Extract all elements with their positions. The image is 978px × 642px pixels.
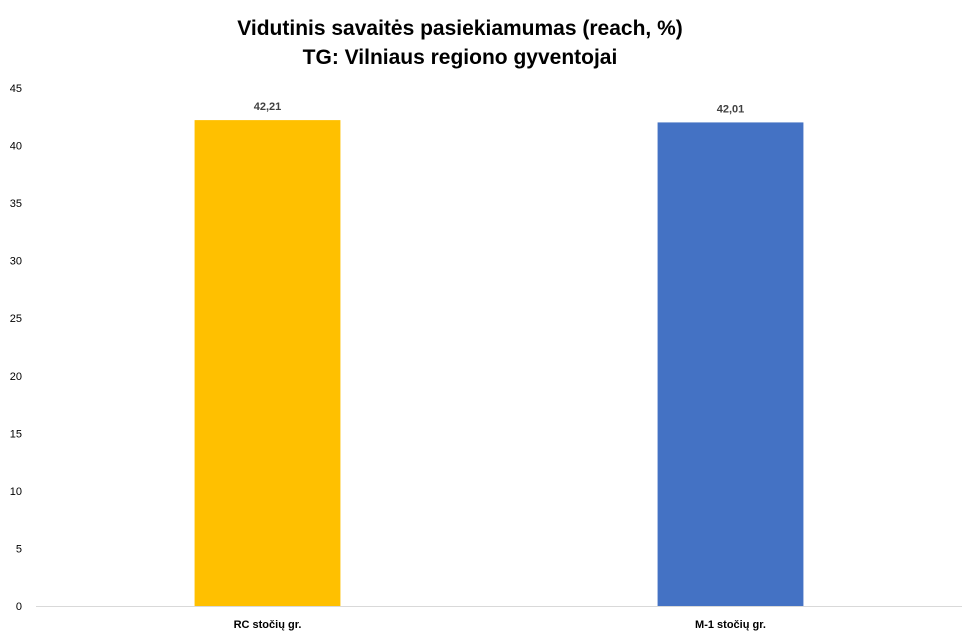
bar xyxy=(194,120,341,606)
y-tick-label: 45 xyxy=(10,83,22,95)
chart-title: Vidutinis savaitės pasiekiamumas (reach,… xyxy=(237,17,683,40)
plot-area: 42,21 42,01 xyxy=(194,101,804,607)
chart-title-block: Vidutinis savaitės pasiekiamumas (reach,… xyxy=(0,14,920,72)
y-tick-label: 5 xyxy=(16,543,22,555)
y-tick-label: 20 xyxy=(10,371,22,383)
y-axis: 0 5 10 15 20 25 30 35 40 45 xyxy=(10,83,22,613)
data-label: 42,01 xyxy=(717,103,745,115)
y-tick-label: 35 xyxy=(10,198,22,210)
bar xyxy=(657,122,804,607)
x-axis: RC stočių gr. M-1 stočių gr. xyxy=(36,606,962,631)
data-label: 42,21 xyxy=(254,101,282,113)
y-tick-label: 0 xyxy=(16,601,22,613)
x-category-label: RC stočių gr. xyxy=(234,619,302,631)
x-category-label: M-1 stočių gr. xyxy=(695,619,766,631)
y-tick-label: 25 xyxy=(10,313,22,325)
y-tick-label: 40 xyxy=(10,141,22,153)
y-tick-label: 10 xyxy=(10,486,22,498)
y-tick-label: 15 xyxy=(10,428,22,440)
y-tick-label: 30 xyxy=(10,256,22,268)
chart-subtitle: TG: Vilniaus regiono gyventojai xyxy=(302,46,618,69)
